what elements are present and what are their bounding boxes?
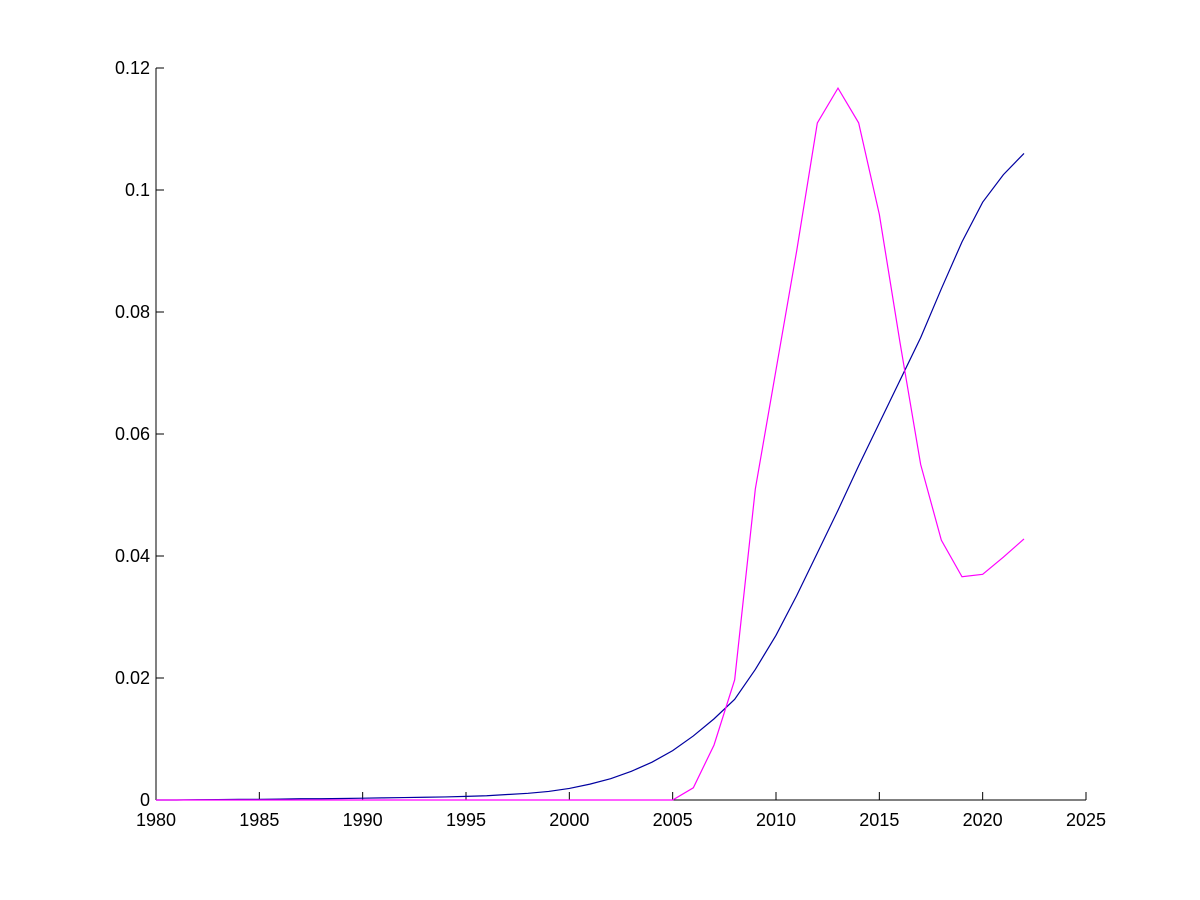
y-tick-label: 0.04 <box>115 546 150 566</box>
x-tick-label: 1980 <box>136 810 176 830</box>
x-tick-label: 1995 <box>446 810 486 830</box>
y-tick-label: 0.1 <box>125 180 150 200</box>
line-series <box>156 86 1025 801</box>
x-tick-label: 2000 <box>549 810 589 830</box>
x-tick-label: 2015 <box>859 810 899 830</box>
y-tick-label: 0 <box>140 790 150 810</box>
x-tick-label: 2025 <box>1066 810 1106 830</box>
x-tick-label: 1985 <box>239 810 279 830</box>
y-tick-label: 0.06 <box>115 424 150 444</box>
y-tick-label: 0.02 <box>115 668 150 688</box>
x-tick-label: 2010 <box>756 810 796 830</box>
line-series <box>156 152 1025 801</box>
x-tick-label: 2020 <box>963 810 1003 830</box>
x-tick-label: 1990 <box>343 810 383 830</box>
x-tick-label: 2005 <box>653 810 693 830</box>
y-tick-label: 0.12 <box>115 58 150 78</box>
y-tick-label: 0.08 <box>115 302 150 322</box>
